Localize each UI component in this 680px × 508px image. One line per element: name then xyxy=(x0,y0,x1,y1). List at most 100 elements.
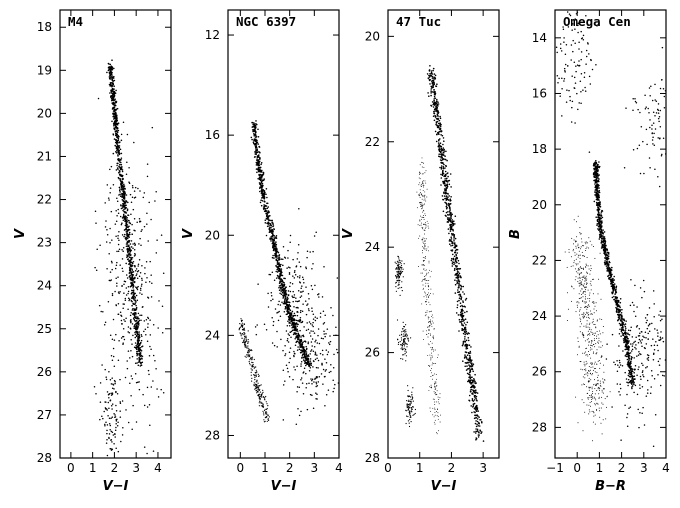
star-point xyxy=(463,293,466,295)
star-point xyxy=(280,272,282,274)
star-point xyxy=(440,166,443,169)
star-point xyxy=(423,287,424,289)
star-point xyxy=(133,255,136,257)
star-point xyxy=(290,336,292,339)
star-point xyxy=(278,254,280,257)
star-point xyxy=(301,310,304,312)
star-point xyxy=(311,338,314,340)
star-point xyxy=(126,235,129,238)
star-point xyxy=(396,271,398,273)
star-point xyxy=(442,143,444,146)
star-point xyxy=(426,333,428,335)
star-point xyxy=(423,276,425,277)
star-point xyxy=(431,387,433,389)
star-point xyxy=(405,333,407,335)
star-point xyxy=(267,206,270,208)
star-point xyxy=(453,240,455,242)
star-point xyxy=(431,320,433,322)
star-point xyxy=(454,260,457,262)
star-point xyxy=(421,202,423,204)
star-point xyxy=(110,71,112,73)
star-point xyxy=(287,290,290,292)
star-point xyxy=(115,127,118,129)
star-point xyxy=(466,365,468,367)
star-point xyxy=(141,355,144,358)
star-point xyxy=(423,199,425,201)
star-point xyxy=(464,299,467,301)
star-point xyxy=(298,334,301,337)
star-point xyxy=(323,265,325,268)
star-point xyxy=(436,100,438,102)
star-point xyxy=(146,276,148,279)
star-point xyxy=(133,297,135,300)
star-point xyxy=(428,280,430,281)
star-point xyxy=(309,353,311,355)
star-point xyxy=(465,330,468,333)
star-point xyxy=(130,394,132,397)
star-point xyxy=(259,397,261,400)
star-point xyxy=(405,410,407,412)
star-point xyxy=(430,387,432,388)
star-point xyxy=(107,414,109,417)
star-point xyxy=(424,194,426,196)
star-point xyxy=(266,212,269,214)
star-point xyxy=(300,295,303,297)
star-point xyxy=(451,219,454,221)
star-point xyxy=(446,204,448,206)
star-point xyxy=(421,208,423,210)
star-point xyxy=(267,223,270,225)
star-point xyxy=(310,341,313,343)
star-point xyxy=(292,296,294,299)
star-point xyxy=(433,391,435,393)
star-point xyxy=(308,369,311,372)
star-point xyxy=(284,290,286,292)
star-point xyxy=(478,425,481,427)
star-point xyxy=(301,357,303,359)
star-point xyxy=(316,393,318,395)
star-point xyxy=(261,402,263,404)
star-point xyxy=(244,355,246,357)
star-point xyxy=(279,268,281,271)
star-point xyxy=(257,387,259,389)
star-point xyxy=(112,347,115,350)
star-point xyxy=(259,179,262,182)
star-point xyxy=(434,401,436,403)
star-point xyxy=(125,287,128,289)
star-point xyxy=(136,346,138,349)
star-point xyxy=(412,387,414,389)
star-point xyxy=(238,329,240,331)
star-point xyxy=(114,416,117,418)
star-point xyxy=(133,277,136,279)
star-point xyxy=(126,209,129,212)
star-point xyxy=(314,319,317,322)
star-point xyxy=(257,382,259,384)
star-point xyxy=(123,292,125,294)
star-point xyxy=(400,348,402,350)
star-point xyxy=(251,369,253,371)
star-point xyxy=(141,358,143,360)
star-point xyxy=(464,333,467,336)
star-point xyxy=(117,154,119,156)
star-point xyxy=(455,256,458,259)
star-point xyxy=(309,366,312,369)
star-point xyxy=(463,357,466,359)
star-point xyxy=(116,128,118,130)
star-point xyxy=(427,354,429,356)
star-point xyxy=(290,317,292,320)
star-point xyxy=(127,350,130,352)
star-point xyxy=(291,324,293,326)
star-point xyxy=(426,298,428,300)
star-point xyxy=(299,311,302,314)
star-point xyxy=(121,170,124,173)
star-point xyxy=(296,365,298,367)
star-point xyxy=(251,126,254,128)
star-point xyxy=(99,418,101,421)
star-point xyxy=(123,204,126,207)
star-point xyxy=(255,164,258,166)
star-point xyxy=(425,279,427,281)
star-point xyxy=(437,122,440,125)
star-point xyxy=(113,79,116,82)
star-point xyxy=(434,116,437,118)
star-point xyxy=(258,389,260,391)
star-point xyxy=(254,133,257,135)
